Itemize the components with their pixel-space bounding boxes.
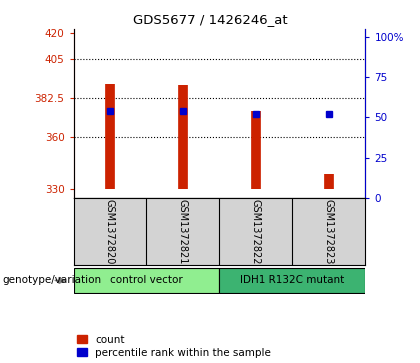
Text: GSM1372821: GSM1372821 [178, 199, 188, 264]
Text: control vector: control vector [110, 276, 183, 285]
Bar [74, 268, 220, 293]
Text: IDH1 R132C mutant: IDH1 R132C mutant [240, 276, 344, 285]
Text: GSM1372823: GSM1372823 [324, 199, 334, 264]
Text: GSM1372822: GSM1372822 [251, 199, 261, 264]
Text: GDS5677 / 1426246_at: GDS5677 / 1426246_at [133, 13, 287, 26]
Text: genotype/variation: genotype/variation [2, 276, 101, 285]
Text: GSM1372820: GSM1372820 [105, 199, 115, 264]
Legend: count, percentile rank within the sample: count, percentile rank within the sample [76, 335, 271, 358]
Bar [220, 268, 365, 293]
